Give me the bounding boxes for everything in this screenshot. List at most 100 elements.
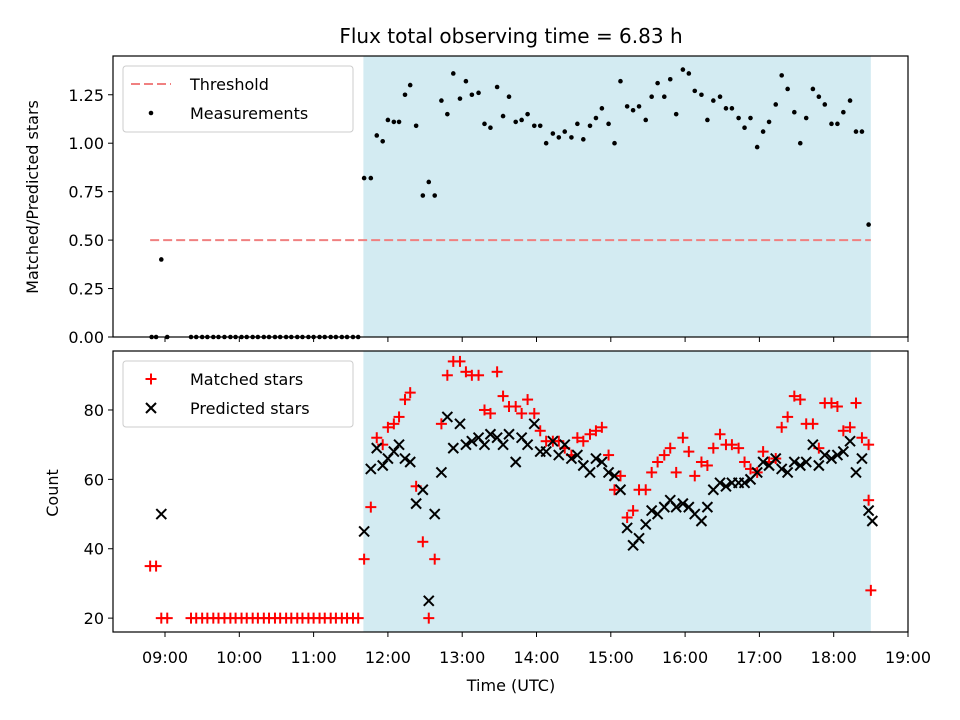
predicted-stars-point [584,466,596,479]
measurement-point [643,117,649,123]
predicted-stars-point [614,484,627,496]
x-tick-label: 15:00 [588,648,634,667]
measurement-point [754,144,760,150]
measurement-point [816,94,822,99]
x-tick-label: 17:00 [736,648,782,667]
y-tick-label: 1.00 [68,134,104,153]
matched-stars-point [837,425,849,437]
y-tick-label: 20 [84,609,104,628]
predicted-stars-point [831,449,844,461]
measurement-point [562,129,568,134]
measurement-point [773,102,779,107]
measurement-point [686,71,692,76]
predicted-stars-point [850,466,862,479]
matched-stars-point [435,418,447,430]
matched-stars-point [807,418,819,430]
measurement-point [380,138,386,144]
measurement-point [792,109,797,115]
matched-stars-point [782,411,794,423]
legend-predicted-swatch [145,402,157,414]
predicted-stars-point [435,466,448,479]
predicted-stars-point [371,442,383,454]
measurement-point [829,121,834,127]
measurement-point [500,113,506,119]
measurement-point [736,115,741,121]
predicted-stars-point [844,435,856,447]
measurement-point [519,117,524,123]
matched-stars-point [161,612,173,624]
measurement-point [742,125,747,131]
matched-stars-point [677,432,689,444]
predicted-stars-point [155,508,168,520]
measurement-point [413,123,419,129]
predicted-stars-point [460,438,472,451]
predicted-stars-point [608,470,621,482]
top-y-axis-label: Matched/Predicted stars [23,100,42,294]
top-panel: 0.00 0.25 0.50 0.75 1.00 1.25 Threshold Measure… [68,55,909,347]
measurement-point [680,67,686,72]
predicted-stars-point [553,449,565,461]
measurement-point [575,121,580,127]
predicted-stars-point [770,452,782,465]
measurement-point [729,106,735,111]
matched-stars-point [571,432,583,444]
predicted-stars-point [410,497,422,510]
measurement-point [835,121,840,127]
predicted-stars-point [454,418,466,430]
matched-stars-point [627,505,639,517]
matched-stars-point [441,369,453,381]
predicted-stars-point [509,456,522,468]
matched-stars-point [683,446,695,458]
matched-stars-point [831,401,843,413]
measurement-point [655,80,660,86]
measurement-point [463,78,469,84]
measurement-point [537,123,543,129]
plot-frame [112,350,909,633]
x-tick-label: 16:00 [662,648,708,667]
predicted-stars-point [800,456,812,468]
predicted-stars-point [596,456,608,468]
measurement-point [420,193,426,198]
matched-stars-point [473,369,485,381]
predicted-stars-point [794,459,806,472]
measurement-point [717,94,723,99]
matched-stars-point [863,494,875,506]
predicted-stars-point [856,452,868,465]
matched-stars-point [776,421,788,433]
legend: Matched stars Predicted stars [122,360,354,428]
plot-frame [112,55,909,338]
measurement-point [531,123,537,129]
measurement-point [760,129,766,134]
predicted-stars-point [677,497,689,510]
measurement-point [361,175,367,181]
x-axis: 09:00 10:00 11:00 12:00 13:00 14:00 15:00 16:00… [142,648,931,667]
matched-stars-point [707,442,719,454]
matched-stars-point [371,432,383,444]
measurement-point [158,257,164,262]
predicted-stars-point [775,463,788,475]
x-tick-label: 09:00 [142,648,188,667]
matched-stars-point [621,512,633,524]
matched-stars-point [399,394,411,406]
predicted-stars-point [813,459,825,472]
predicted-stars-point [447,442,459,454]
predicted-stars-point [521,438,534,451]
x-tick-label: 19:00 [885,648,931,667]
predicted-stars-point [478,438,491,451]
legend-label: Threshold [189,75,269,94]
matched-stars-point [382,421,394,433]
measurement-point [581,137,586,142]
x-tick-label: 10:00 [216,648,262,667]
measurement-point [407,82,413,88]
measurement-point [368,175,374,181]
measurement-point [673,111,679,117]
predicted-stars-point [781,466,794,479]
measurement-point [506,94,512,99]
chart-title: Flux total observing time = 6.83 h [339,24,682,48]
predicted-stars-point [701,501,714,513]
measurement-point [779,73,784,78]
measurement-point [723,106,729,111]
measurement-point [450,71,456,76]
matched-stars-point [484,407,496,419]
matched-stars-point [757,446,769,458]
